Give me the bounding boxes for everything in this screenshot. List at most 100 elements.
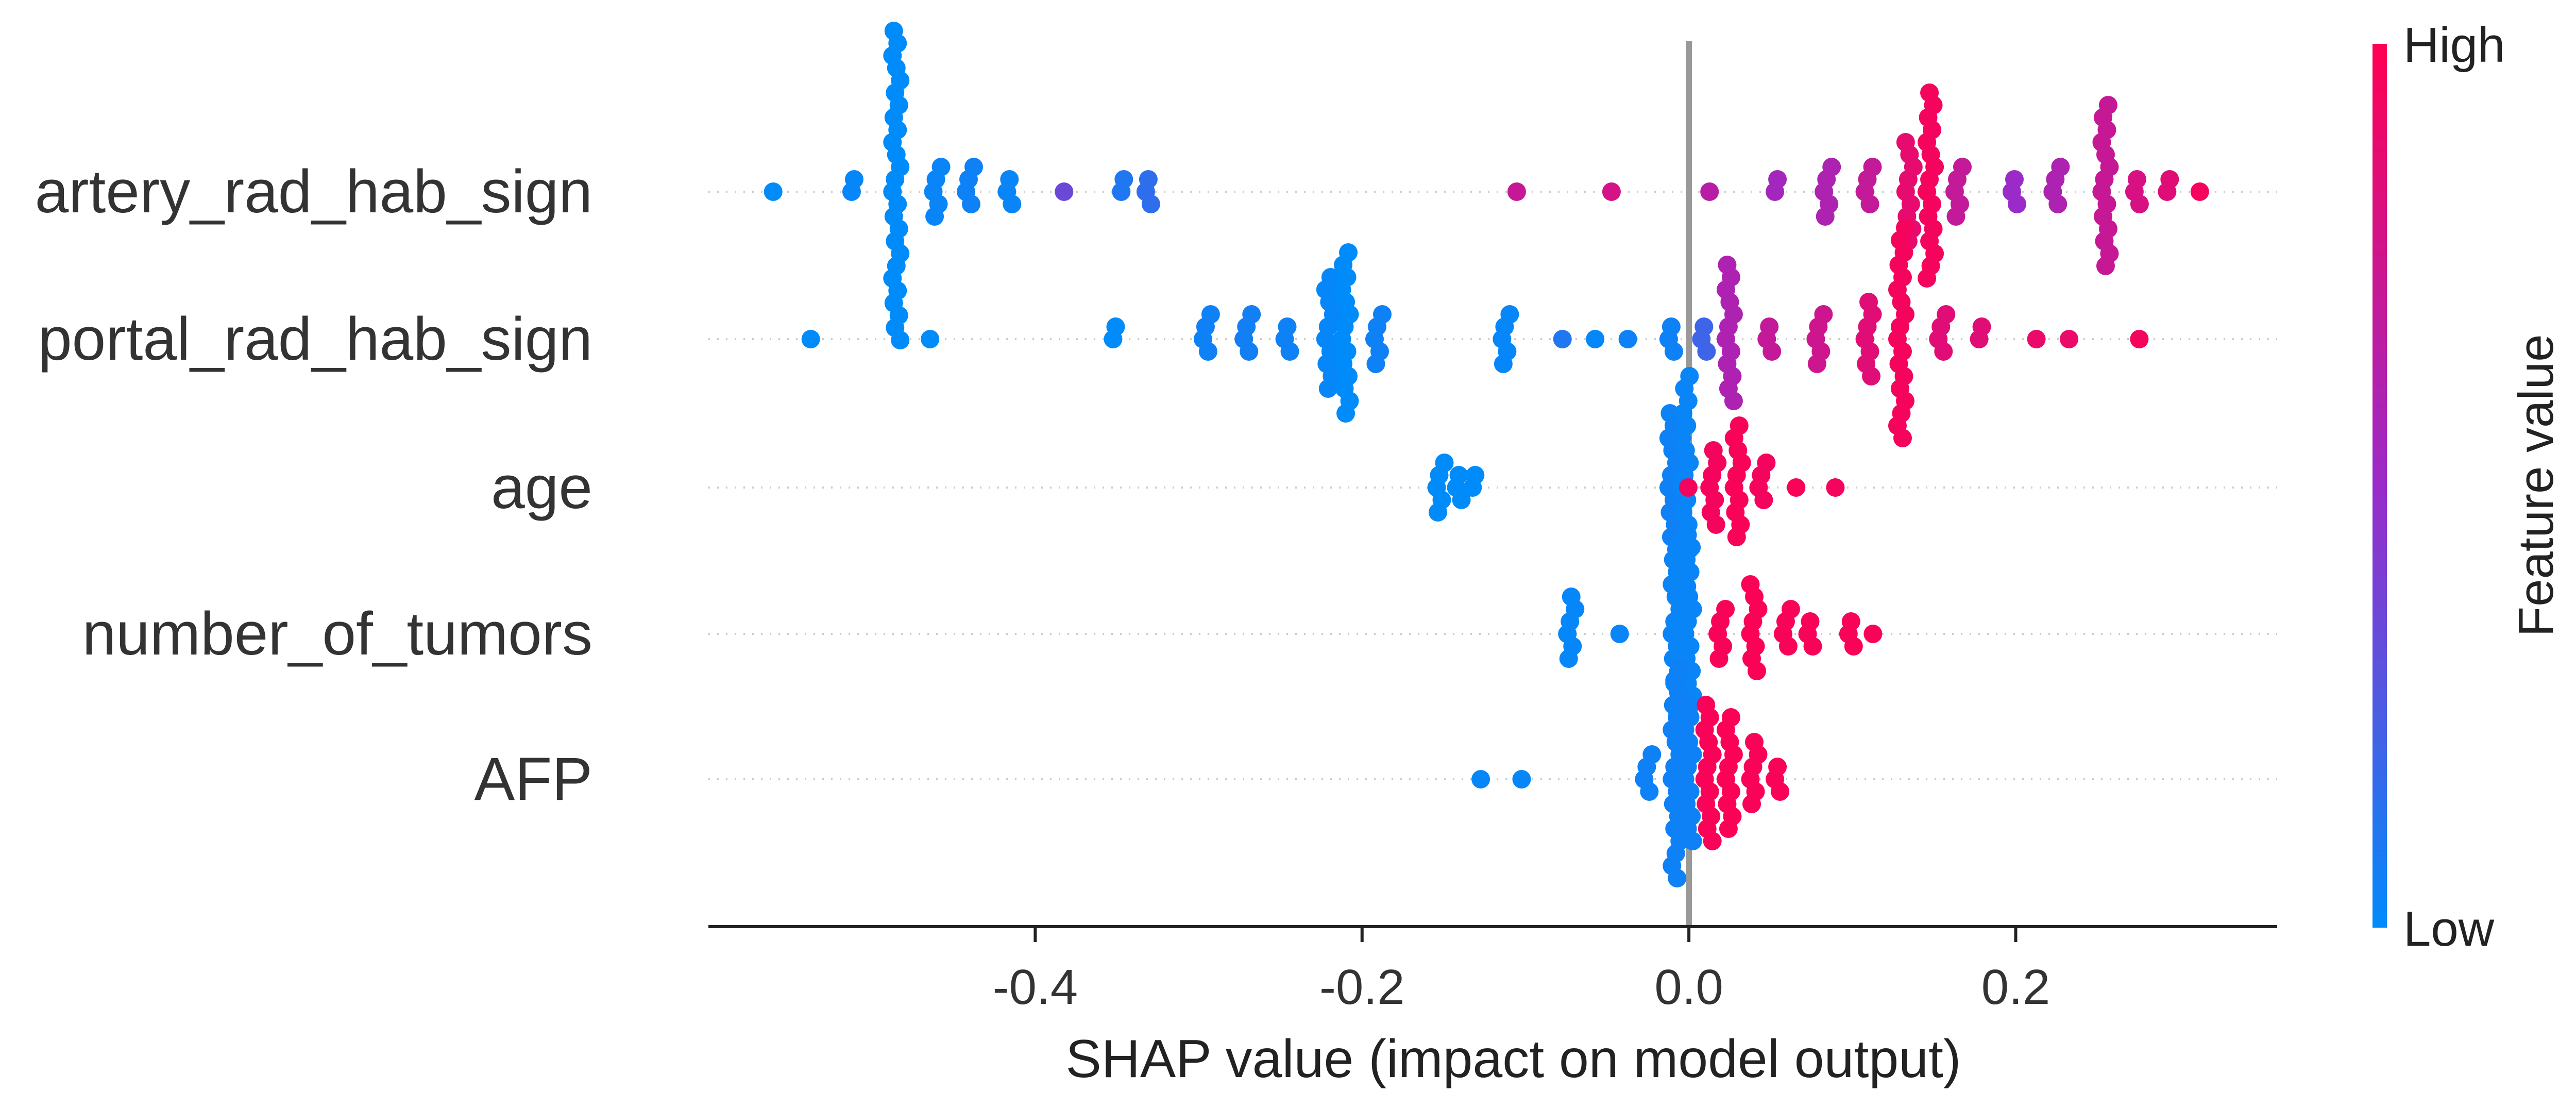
feature-label: age <box>491 454 592 522</box>
data-point <box>1727 528 1746 546</box>
data-point <box>1339 243 1358 262</box>
data-point <box>1372 305 1392 324</box>
data-point <box>1841 612 1860 631</box>
data-point <box>1934 342 1953 361</box>
data-point <box>1198 342 1217 361</box>
data-point <box>891 331 910 349</box>
data-point <box>1920 83 1939 102</box>
data-point <box>1859 293 1878 311</box>
data-point <box>1700 182 1719 201</box>
feature-label: artery_rad_hab_sign <box>35 158 592 226</box>
data-point <box>2048 195 2067 213</box>
data-point <box>1201 305 1220 324</box>
data-point <box>925 207 944 226</box>
data-point <box>1507 182 1526 201</box>
data-point <box>2098 96 2117 114</box>
feature-label: AFP <box>474 745 593 813</box>
data-point <box>1697 342 1716 361</box>
colorbar-gradient <box>2372 44 2387 928</box>
data-point <box>2130 195 2149 213</box>
data-point <box>1366 355 1385 373</box>
data-point <box>1562 588 1581 606</box>
data-point <box>1787 478 1806 497</box>
data-point <box>1778 637 1798 656</box>
data-point <box>1781 600 1800 618</box>
feature-label: number_of_tumors <box>82 600 592 668</box>
data-point <box>2096 257 2115 275</box>
x-tick-label: 0.0 <box>1654 960 1723 1015</box>
data-point <box>1754 491 1773 509</box>
data-point <box>2051 158 2070 176</box>
data-point <box>931 158 951 176</box>
data-point <box>1055 182 1074 201</box>
data-point <box>1512 770 1531 789</box>
data-point <box>1895 219 1914 237</box>
data-point <box>1452 491 1471 509</box>
data-point <box>1553 330 1572 348</box>
data-point <box>1716 600 1735 618</box>
data-point <box>1816 207 1835 226</box>
data-point <box>1683 832 1702 850</box>
data-point <box>1896 133 1915 152</box>
x-ticks: -0.4 -0.2 0.0 0.2 <box>993 927 2050 1015</box>
data-point <box>1741 575 1760 594</box>
data-point <box>1141 195 1160 213</box>
data-point <box>1826 478 1845 497</box>
data-point <box>1760 317 1779 336</box>
data-point <box>1694 317 1714 336</box>
x-axis-title: SHAP value (impact on model output) <box>1065 1029 1961 1089</box>
data-point <box>1721 708 1740 727</box>
data-point <box>1860 195 1879 213</box>
data-point <box>1742 795 1761 813</box>
data-point <box>1745 733 1764 751</box>
data-point <box>1757 454 1776 472</box>
data-point <box>1280 342 1299 361</box>
data-point <box>1559 649 1578 668</box>
data-point <box>801 330 820 348</box>
data-point <box>1762 342 1782 361</box>
data-point <box>1803 637 1822 656</box>
colorbar-high-label: High <box>2403 18 2505 73</box>
data-point <box>1863 625 1883 643</box>
data-point <box>1321 268 1340 287</box>
data-point <box>1668 869 1687 887</box>
x-tick-label: -0.2 <box>1319 960 1404 1015</box>
data-point <box>1972 317 1991 336</box>
data-point <box>1449 466 1468 484</box>
data-point <box>1602 182 1621 201</box>
data-point <box>964 158 983 176</box>
data-point <box>1618 330 1637 348</box>
data-point <box>844 170 863 189</box>
data-point <box>2008 195 2026 213</box>
data-point <box>1139 170 1158 189</box>
data-point <box>1494 355 1513 373</box>
data-point <box>1318 379 1337 398</box>
data-point <box>1466 466 1485 484</box>
data-point <box>1678 526 1697 544</box>
data-point <box>2005 170 2024 189</box>
data-point <box>764 182 783 201</box>
data-point <box>1435 454 1454 472</box>
data-point <box>2060 330 2079 348</box>
data-point <box>1822 158 1841 176</box>
data-point <box>1278 317 1297 336</box>
data-point <box>1704 441 1723 460</box>
data-point <box>1679 478 1698 497</box>
data-point <box>1000 170 1019 189</box>
data-point <box>1660 404 1680 423</box>
data-points <box>764 22 2209 887</box>
data-point <box>1662 317 1681 336</box>
data-point <box>2130 330 2149 348</box>
data-point <box>921 330 940 348</box>
data-point <box>962 195 980 213</box>
feature-labels: artery_rad_hab_sign portal_rad_hab_signag… <box>35 158 592 813</box>
data-point <box>1106 317 1125 336</box>
feature-label: portal_rad_hab_sign <box>38 305 592 373</box>
colorbar-title: Feature value <box>2509 334 2564 636</box>
data-point <box>1242 305 1261 324</box>
data-point <box>1768 758 1787 776</box>
colorbar: High Low Feature value <box>2372 18 2564 957</box>
data-point <box>1500 305 1519 324</box>
data-point <box>1801 612 1820 631</box>
